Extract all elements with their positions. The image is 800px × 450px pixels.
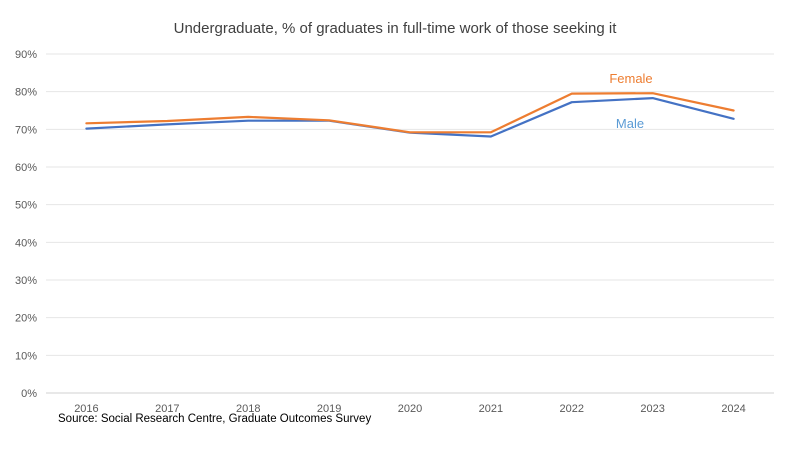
series-labels: Female Male	[609, 71, 652, 131]
chart-title: Undergraduate, % of graduates in full-ti…	[173, 20, 617, 37]
x-tick-label: 2016	[74, 403, 98, 415]
y-tick-label: 10%	[15, 350, 37, 362]
x-tick-label: 2019	[317, 403, 341, 415]
y-tick-label: 50%	[15, 200, 37, 212]
x-tick-label: 2021	[479, 403, 503, 415]
y-tick-label: 70%	[15, 124, 37, 136]
series-lines	[85, 92, 735, 138]
y-tick-label: 90%	[15, 49, 37, 61]
y-tick-label: 30%	[15, 275, 37, 287]
y-tick-label: 60%	[15, 162, 37, 174]
y-axis-ticks: 0% 10% 20% 30% 40% 50% 60% 70% 80% 90%	[15, 49, 37, 400]
y-tick-label: 0%	[21, 388, 37, 400]
series-label-male: Male	[616, 116, 644, 131]
y-tick-label: 20%	[15, 313, 37, 325]
y-tick-label: 40%	[15, 237, 37, 249]
x-tick-label: 2017	[155, 403, 179, 415]
x-tick-label: 2020	[398, 403, 422, 415]
series-label-female: Female	[609, 71, 652, 86]
x-tick-label: 2018	[236, 403, 260, 415]
x-tick-label: 2023	[640, 403, 664, 415]
x-tick-label: 2022	[560, 403, 584, 415]
y-tick-label: 80%	[15, 87, 37, 99]
gridlines	[46, 53, 774, 394]
x-axis-ticks: 2016 2017 2018 2019 2020 2021 2022 2023 2024	[74, 403, 746, 415]
source-note: Source: Social Research Centre, Graduate…	[58, 413, 372, 425]
x-tick-label: 2024	[721, 403, 745, 415]
